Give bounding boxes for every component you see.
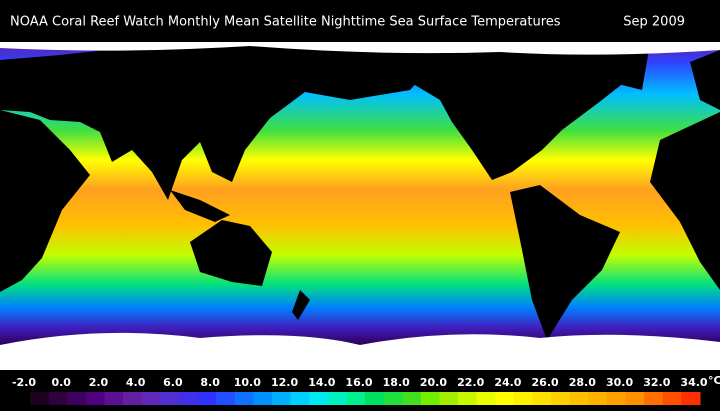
colorbar-label: 14.0 bbox=[308, 376, 335, 389]
colorbar-swatch bbox=[458, 392, 478, 405]
colorbar-swatch bbox=[662, 392, 682, 405]
colorbar-label: 6.0 bbox=[163, 376, 183, 389]
colorbar-label: 2.0 bbox=[89, 376, 109, 389]
colorbar-label: 28.0 bbox=[569, 376, 596, 389]
map-title: NOAA Coral Reef Watch Monthly Mean Satel… bbox=[10, 15, 561, 30]
colorbar-label: 0.0 bbox=[51, 376, 71, 389]
colorbar-swatch bbox=[123, 392, 143, 405]
colorbar-swatch bbox=[48, 392, 68, 405]
sea-ice bbox=[0, 42, 720, 55]
colorbar-label: 10.0 bbox=[234, 376, 261, 389]
colorbar-swatch bbox=[625, 392, 645, 405]
colorbar-swatch bbox=[346, 392, 366, 405]
colorbar-swatch bbox=[439, 392, 459, 405]
colorbar-swatch bbox=[104, 392, 124, 405]
colorbar-swatch bbox=[234, 392, 254, 405]
colorbar-swatch bbox=[551, 392, 571, 405]
colorbar-swatch bbox=[216, 392, 236, 405]
colorbar: -2.0 0.0 2.0 4.0 6.0 8.0 10.0 12.0 14.0 16.0 18.0 2… bbox=[12, 374, 720, 405]
colorbar-swatch bbox=[513, 392, 533, 405]
colorbar-label: 4.0 bbox=[126, 376, 146, 389]
map bbox=[0, 40, 720, 370]
colorbar-swatch bbox=[365, 392, 385, 405]
colorbar-label: 16.0 bbox=[345, 376, 372, 389]
colorbar-label: 20.0 bbox=[420, 376, 447, 389]
colorbar-swatch bbox=[532, 392, 552, 405]
colorbar-swatch bbox=[141, 392, 161, 405]
colorbar-swatch bbox=[290, 392, 310, 405]
colorbar-swatch bbox=[309, 392, 329, 405]
land bbox=[0, 40, 720, 340]
colorbar-swatch bbox=[420, 392, 440, 405]
colorbar-swatch bbox=[476, 392, 496, 405]
map-date: Sep 2009 bbox=[623, 15, 685, 30]
colorbar-swatch bbox=[30, 392, 50, 405]
colorbar-swatch bbox=[383, 392, 403, 405]
colorbar-unit: °C bbox=[708, 374, 720, 387]
colorbar-swatch bbox=[160, 392, 180, 405]
colorbar-swatch bbox=[606, 392, 627, 405]
colorbar-label: 26.0 bbox=[532, 376, 559, 389]
colorbar-label: 32.0 bbox=[643, 376, 670, 389]
colorbar-swatch bbox=[402, 392, 422, 405]
colorbar-swatch bbox=[495, 392, 515, 405]
colorbar-label: 12.0 bbox=[271, 376, 298, 389]
colorbar-label: 8.0 bbox=[200, 376, 220, 389]
colorbar-swatch bbox=[85, 392, 105, 405]
colorbar-swatch bbox=[178, 392, 198, 405]
colorbar-swatch bbox=[681, 392, 701, 405]
colorbar-swatch bbox=[569, 392, 589, 405]
colorbar-label: 34.0 bbox=[680, 376, 707, 389]
antarctica bbox=[0, 332, 720, 370]
colorbar-swatch bbox=[271, 392, 292, 405]
colorbar-swatch bbox=[327, 392, 347, 405]
colorbar-swatch bbox=[588, 392, 608, 405]
colorbar-label: 24.0 bbox=[494, 376, 521, 389]
colorbar-swatch bbox=[67, 392, 87, 405]
colorbar-label: 30.0 bbox=[606, 376, 633, 389]
colorbar-label: 18.0 bbox=[383, 376, 410, 389]
colorbar-swatch bbox=[197, 392, 217, 405]
colorbar-label: 22.0 bbox=[457, 376, 484, 389]
colorbar-swatch bbox=[253, 392, 273, 405]
colorbar-swatch bbox=[644, 392, 664, 405]
colorbar-label: -2.0 bbox=[12, 376, 36, 389]
